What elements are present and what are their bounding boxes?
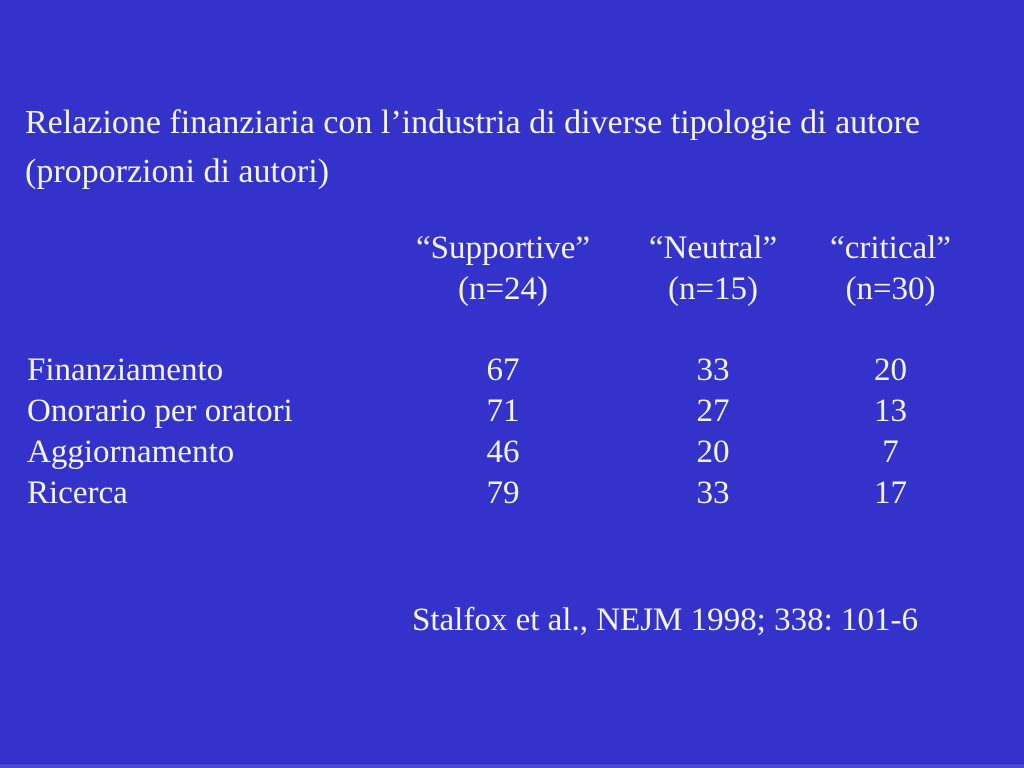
slide-title-line-1: Relazione finanziaria con l’industria di… — [25, 104, 921, 141]
cell-value: 17 — [874, 475, 907, 511]
row-label: Onorario per oratori — [27, 393, 293, 429]
header-spacer-cell — [0, 269, 393, 310]
citation-text: Stalfox et al., NEJM 1998; 338: 101-6 — [412, 602, 918, 638]
cell-value: 33 — [696, 352, 730, 388]
cell-value: 20 — [696, 434, 730, 470]
cell-value: 71 — [486, 393, 520, 429]
slide-title: Relazione finanziaria con l’industria di… — [25, 98, 985, 196]
column-header-neutral: “Neutral” — [648, 230, 778, 266]
table-row: Aggiornamento 46 20 7 — [0, 432, 1000, 473]
table-row: Onorario per oratori 71 27 13 — [0, 391, 1000, 432]
cell-value: 67 — [486, 352, 520, 388]
cell-value: 20 — [874, 352, 907, 388]
cell-value: 7 — [882, 434, 899, 470]
row-label: Aggiornamento — [27, 434, 235, 470]
cell-value: 33 — [696, 475, 730, 511]
cell-value: 46 — [486, 434, 520, 470]
column-header-supportive: “Supportive” — [415, 230, 591, 266]
slide-title-line-2: (proporzioni di autori) — [25, 153, 330, 190]
column-header-critical: “critical” — [830, 230, 951, 266]
table-body: Finanziamento 67 33 20 Onorario per orat… — [0, 350, 1000, 514]
table-row: Finanziamento 67 33 20 — [0, 350, 1000, 391]
cell-value: 79 — [486, 475, 520, 511]
cell-value: 27 — [696, 393, 730, 429]
table-header: “Supportive” “Neutral” “critical” (n=24)… — [0, 228, 1000, 310]
cell-value: 13 — [874, 393, 907, 429]
table-row: Ricerca 79 33 17 — [0, 473, 1000, 514]
row-label: Ricerca — [27, 475, 128, 511]
table-header-n-row: (n=24) (n=15) (n=30) — [0, 269, 1000, 310]
bottom-edge-strip — [0, 763, 1024, 768]
table-header-labels-row: “Supportive” “Neutral” “critical” — [0, 228, 1000, 269]
column-n-neutral: (n=15) — [667, 271, 759, 307]
column-n-critical: (n=30) — [845, 271, 936, 307]
row-label: Finanziamento — [27, 352, 224, 388]
column-n-supportive: (n=24) — [457, 271, 549, 307]
header-spacer-cell — [0, 228, 393, 269]
